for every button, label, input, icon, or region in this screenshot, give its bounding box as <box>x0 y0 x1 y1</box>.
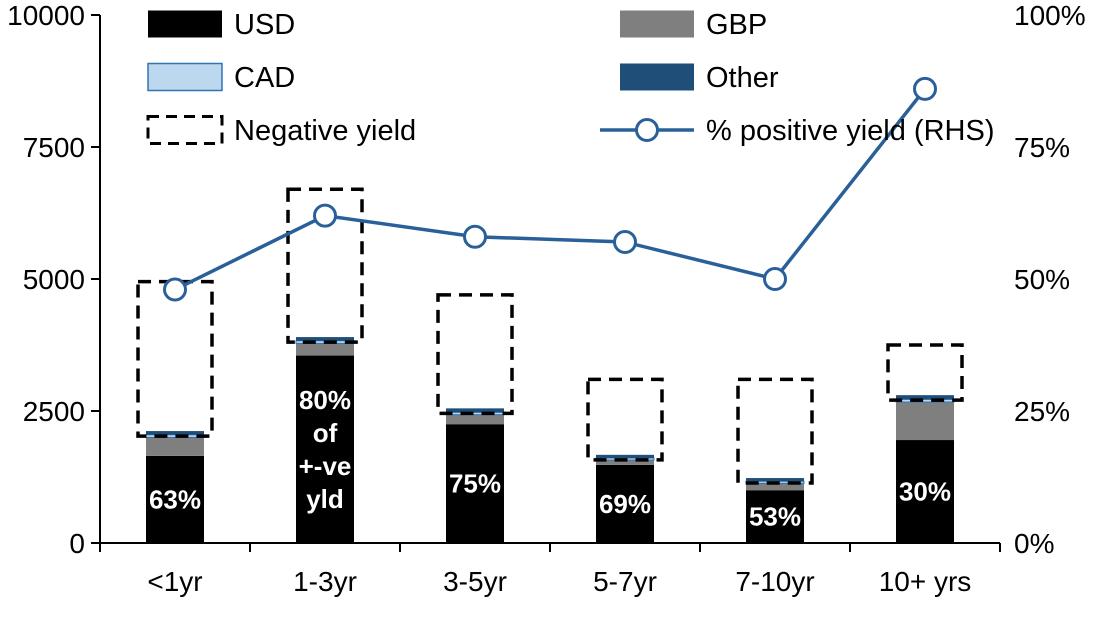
left-axis-tick-label: 7500 <box>23 132 85 163</box>
legend-label-positive-yield-rhs: % positive yield (RHS) <box>706 115 994 147</box>
legend-marker-positive-yield-rhs <box>635 118 659 142</box>
legend-label-other: Other <box>706 62 779 94</box>
left-axis-tick-label: 10000 <box>7 0 85 31</box>
bar-segment-other <box>746 478 804 482</box>
category-label: <1yr <box>147 566 202 597</box>
right-axis-tick-label: 75% <box>1014 132 1070 163</box>
bar-segment-other <box>446 408 504 413</box>
bar-segment-cad <box>895 398 955 403</box>
bar-label: 53% <box>749 502 801 532</box>
bar-segment-usd <box>446 424 504 543</box>
legend-swatch-negative-yield <box>146 115 224 145</box>
line-point-marker <box>163 277 187 302</box>
positive-yield-line <box>174 87 927 292</box>
legend-swatch-cad <box>147 62 223 92</box>
negative-yield-box <box>136 279 214 438</box>
right-axis-tick-label: 100% <box>1014 0 1086 31</box>
bar-segment-usd <box>746 490 804 543</box>
left-axis-tick-label: 0 <box>69 528 85 559</box>
legend-label-negative-yield: Negative yield <box>234 115 416 147</box>
category-label: 10+ yrs <box>879 566 972 597</box>
legend-swatch-gbp <box>620 10 694 38</box>
bar-segment-cad <box>445 411 505 416</box>
negative-yield-box <box>586 377 664 462</box>
negative-yield-box <box>436 293 514 416</box>
category-label: 1-3yr <box>293 566 357 597</box>
line-point-marker <box>613 230 637 255</box>
line-point-marker <box>913 76 937 101</box>
legend: USD GBP CAD Other Negative yield % positive y… <box>146 9 994 147</box>
bar-segment-gbp <box>146 437 204 456</box>
bar-segment-other <box>896 395 954 400</box>
bar-segment-gbp <box>896 402 954 441</box>
bar-segment-gbp <box>296 343 354 356</box>
right-axis-tick-label: 50% <box>1014 264 1070 295</box>
bar-segment-usd <box>296 355 354 543</box>
bar-label: 30% <box>899 477 951 507</box>
negative-yield-box <box>736 377 814 485</box>
bar-label: 69% <box>599 489 651 519</box>
line-series <box>163 76 937 302</box>
axes: 0 2500 5000 7500 10000 0% 25% 50% 75% 100% <1yr 1-3… <box>7 0 1086 597</box>
left-axis-tick-label: 5000 <box>23 264 85 295</box>
negative-yield-box <box>886 343 964 402</box>
bar-segment-gbp <box>446 414 504 425</box>
right-axis-tick-label: 25% <box>1014 396 1070 427</box>
legend-label-usd: USD <box>234 9 295 41</box>
bar-segment-other <box>146 431 204 435</box>
bar-label: 80% of +-ve yld <box>299 385 352 514</box>
bar-segment-usd <box>146 455 204 543</box>
line-point-marker <box>763 267 787 291</box>
bar-label: 63% <box>149 484 201 514</box>
legend-label-gbp: GBP <box>706 9 767 41</box>
category-label: 3-5yr <box>443 566 507 597</box>
bar-segment-other <box>296 337 354 341</box>
legend-swatch-usd <box>148 10 222 38</box>
line-point-marker <box>313 203 337 228</box>
bars: 63% 80% of +-ve yld 75% 69% 53% 30% <box>136 187 964 543</box>
category-label: 5-7yr <box>593 566 657 597</box>
bar-segment-other <box>596 454 654 458</box>
bar-segment-gbp <box>746 483 804 491</box>
legend-label-cad: CAD <box>234 62 295 94</box>
bar-label: 75% <box>449 469 501 499</box>
left-axis-tick-label: 2500 <box>23 396 85 427</box>
legend-swatch-other <box>620 63 694 91</box>
category-label: 7-10yr <box>735 566 814 597</box>
bar-segment-gbp <box>596 460 654 465</box>
bar-segment-usd <box>896 440 954 543</box>
negative-yield-box <box>286 187 364 344</box>
line-point-marker <box>463 224 487 249</box>
right-axis-tick-label: 0% <box>1014 528 1054 559</box>
bar-segment-usd <box>596 464 654 543</box>
